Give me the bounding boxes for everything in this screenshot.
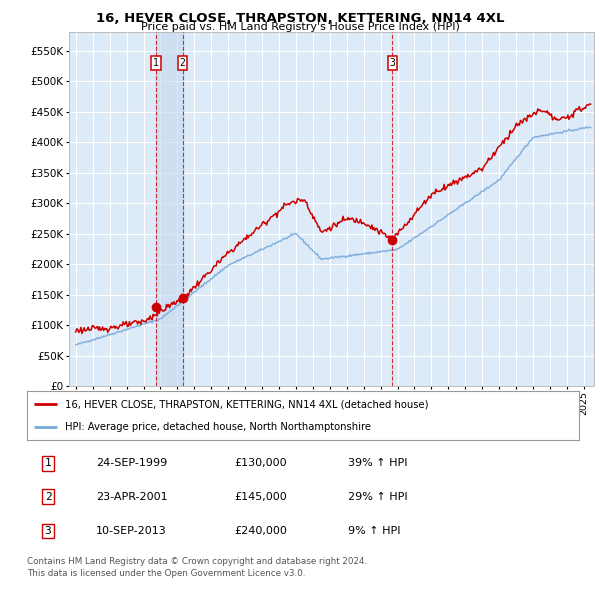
Text: £240,000: £240,000 <box>234 526 287 536</box>
Text: 23-APR-2001: 23-APR-2001 <box>96 492 167 502</box>
Text: 3: 3 <box>389 58 395 68</box>
Text: This data is licensed under the Open Government Licence v3.0.: This data is licensed under the Open Gov… <box>27 569 305 578</box>
Text: 9% ↑ HPI: 9% ↑ HPI <box>348 526 401 536</box>
Text: 2: 2 <box>179 58 185 68</box>
Text: 10-SEP-2013: 10-SEP-2013 <box>96 526 167 536</box>
Text: 2: 2 <box>44 492 52 502</box>
Text: 3: 3 <box>44 526 52 536</box>
Text: £130,000: £130,000 <box>234 458 287 468</box>
Bar <box>156 32 182 386</box>
Text: 24-SEP-1999: 24-SEP-1999 <box>96 458 167 468</box>
Text: 29% ↑ HPI: 29% ↑ HPI <box>348 492 407 502</box>
Text: 1: 1 <box>153 58 159 68</box>
Text: 39% ↑ HPI: 39% ↑ HPI <box>348 458 407 468</box>
Text: 1: 1 <box>44 458 52 468</box>
Text: 16, HEVER CLOSE, THRAPSTON, KETTERING, NN14 4XL (detached house): 16, HEVER CLOSE, THRAPSTON, KETTERING, N… <box>65 399 428 409</box>
Text: HPI: Average price, detached house, North Northamptonshire: HPI: Average price, detached house, Nort… <box>65 422 371 432</box>
Text: Price paid vs. HM Land Registry's House Price Index (HPI): Price paid vs. HM Land Registry's House … <box>140 22 460 32</box>
Text: £145,000: £145,000 <box>234 492 287 502</box>
Text: 16, HEVER CLOSE, THRAPSTON, KETTERING, NN14 4XL: 16, HEVER CLOSE, THRAPSTON, KETTERING, N… <box>96 12 504 25</box>
Text: Contains HM Land Registry data © Crown copyright and database right 2024.: Contains HM Land Registry data © Crown c… <box>27 557 367 566</box>
